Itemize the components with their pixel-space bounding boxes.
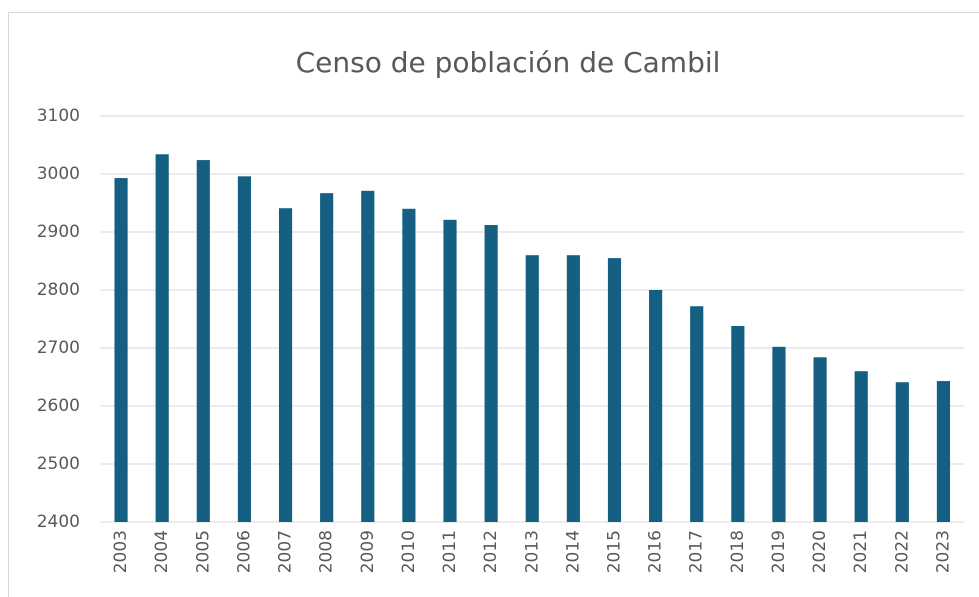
x-tick-label: 2010 — [399, 530, 419, 573]
x-tick-label: 2020 — [810, 530, 830, 573]
bar — [196, 160, 210, 522]
y-tick-label: 2700 — [37, 338, 80, 358]
bar — [731, 325, 745, 522]
chart-title: Censo de población de Cambil — [296, 46, 721, 79]
bar — [895, 382, 909, 522]
bar — [361, 190, 375, 522]
bar — [278, 208, 293, 522]
x-tick-label: 2016 — [646, 530, 666, 573]
x-tick-label: 2017 — [687, 530, 707, 573]
bar — [854, 371, 868, 522]
x-tick-label: 2008 — [317, 530, 337, 573]
y-tick-label: 3000 — [37, 164, 80, 184]
y-tick-label: 2900 — [37, 222, 80, 242]
bar — [443, 219, 457, 522]
x-tick-label: 2013 — [522, 530, 542, 573]
bar — [484, 225, 498, 523]
x-tick-label: 2012 — [481, 530, 501, 573]
bar — [813, 357, 827, 522]
x-tick-label: 2007 — [276, 530, 296, 573]
x-tick-label: 2022 — [892, 530, 912, 573]
bar — [772, 346, 786, 522]
x-tick-label: 2004 — [152, 530, 172, 573]
x-tick-label: 2021 — [851, 530, 871, 573]
x-tick-label: 2014 — [563, 530, 583, 573]
x-tick-label: 2005 — [193, 530, 213, 573]
bar — [114, 178, 128, 522]
bar — [566, 255, 580, 522]
x-tick-label: 2018 — [728, 530, 748, 573]
bar — [155, 154, 169, 522]
y-tick-label: 2400 — [37, 512, 80, 532]
x-tick-label: 2011 — [440, 530, 460, 573]
x-tick-label: 2006 — [234, 530, 254, 573]
bar — [237, 176, 251, 522]
bar — [320, 193, 334, 522]
x-tick-label: 2023 — [933, 530, 953, 573]
bar — [936, 381, 951, 522]
bar — [402, 208, 416, 523]
y-tick-label: 2500 — [37, 454, 80, 474]
x-tick-label: 2019 — [769, 530, 789, 573]
y-tick-label: 2600 — [37, 396, 80, 416]
y-tick-label: 3100 — [37, 106, 80, 126]
bar — [690, 306, 704, 522]
y-tick-label: 2800 — [37, 280, 80, 300]
bar — [649, 290, 663, 522]
x-tick-label: 2003 — [111, 530, 131, 573]
bar — [607, 258, 622, 522]
bar — [525, 255, 539, 522]
x-tick-label: 2015 — [604, 530, 624, 573]
x-tick-label: 2009 — [358, 530, 378, 573]
